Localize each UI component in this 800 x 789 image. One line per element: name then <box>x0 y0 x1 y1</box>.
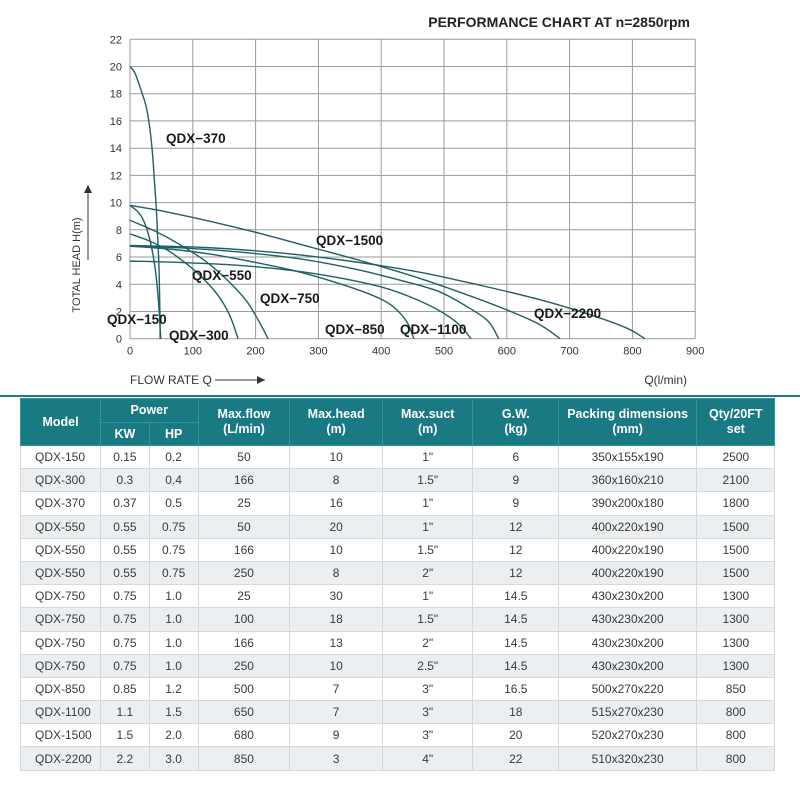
svg-text:QDX−1500: QDX−1500 <box>316 233 383 248</box>
svg-text:12: 12 <box>110 170 122 182</box>
svg-text:QDX−750: QDX−750 <box>260 291 320 306</box>
svg-text:200: 200 <box>246 346 264 358</box>
svg-text:800: 800 <box>623 346 641 358</box>
svg-text:6: 6 <box>116 252 122 264</box>
svg-text:0: 0 <box>116 334 122 346</box>
svg-text:500: 500 <box>435 346 453 358</box>
svg-text:400: 400 <box>372 346 390 358</box>
svg-text:Q(l/min): Q(l/min) <box>644 373 687 387</box>
svg-text:4: 4 <box>116 279 122 291</box>
svg-text:8: 8 <box>116 225 122 237</box>
svg-text:0: 0 <box>127 346 133 358</box>
svg-text:700: 700 <box>560 346 578 358</box>
svg-text:18: 18 <box>110 89 122 101</box>
svg-text:QDX−850: QDX−850 <box>325 322 385 337</box>
svg-text:600: 600 <box>498 346 516 358</box>
svg-text:QDX−1100: QDX−1100 <box>400 322 466 337</box>
svg-text:300: 300 <box>309 346 327 358</box>
svg-text:20: 20 <box>110 62 122 74</box>
svg-text:TOTAL HEAD H(m): TOTAL HEAD H(m) <box>71 217 83 312</box>
svg-text:PERFORMANCE CHART AT n=2850rpm: PERFORMANCE CHART AT n=2850rpm <box>428 14 690 30</box>
svg-text:22: 22 <box>110 34 122 46</box>
svg-text:QDX−2200: QDX−2200 <box>534 306 601 321</box>
svg-text:QDX−150: QDX−150 <box>107 312 167 327</box>
svg-text:QDX−370: QDX−370 <box>166 131 226 146</box>
svg-text:16: 16 <box>110 116 122 128</box>
svg-text:14: 14 <box>110 143 122 155</box>
svg-text:100: 100 <box>184 346 202 358</box>
svg-text:900: 900 <box>686 346 704 358</box>
svg-text:FLOW RATE Q: FLOW RATE Q <box>130 373 212 387</box>
svg-text:QDX−550: QDX−550 <box>192 268 252 283</box>
svg-text:QDX−300: QDX−300 <box>169 328 229 343</box>
svg-text:10: 10 <box>110 198 122 210</box>
